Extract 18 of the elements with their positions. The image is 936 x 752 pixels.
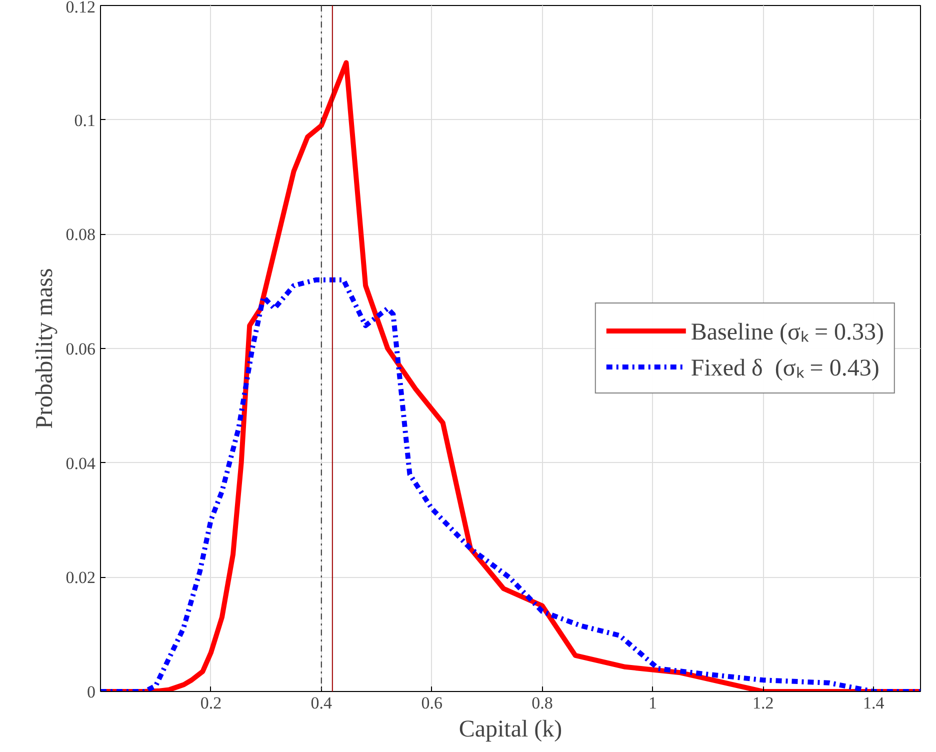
y-tick-label: 0.12 — [66, 0, 96, 16]
x-tick-label: 0.2 — [200, 694, 222, 712]
x-tick-label: 0.4 — [310, 694, 332, 712]
x-tick-label: 0.6 — [421, 694, 442, 712]
x-tick-label: 1 — [648, 694, 657, 712]
x-tick-label: 0.8 — [532, 694, 553, 712]
y-axis-title: Probability mass — [32, 268, 58, 429]
x-axis-title: Capital (k) — [458, 716, 562, 742]
x-tick-label: 1.2 — [752, 694, 774, 712]
legend-label: Fixed δ (σₖ = 0.43) — [690, 354, 880, 382]
y-tick-label: 0 — [87, 682, 96, 702]
x-tick-label: 1.4 — [862, 694, 885, 712]
y-tick-label: 0.04 — [66, 454, 96, 473]
y-tick-label: 0.1 — [74, 110, 96, 130]
y-tick-label: 0.08 — [66, 225, 96, 244]
y-tick-label: 0.06 — [66, 340, 96, 358]
y-tick-label: 0.02 — [66, 568, 96, 588]
legend-label: Baseline (σₖ = 0.33) — [690, 318, 884, 346]
